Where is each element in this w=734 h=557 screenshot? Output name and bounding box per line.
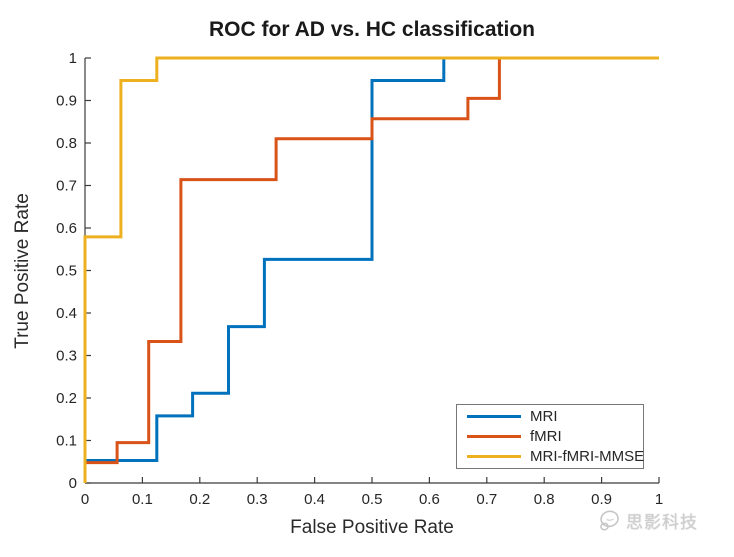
chart-title: ROC for AD vs. HC classification (209, 18, 535, 41)
x-tick-label: 0.2 (189, 491, 210, 508)
mri-fmri-mmse-line-swatch (467, 454, 521, 458)
y-tick-label: 0.2 (56, 390, 77, 407)
y-tick-label: 1 (69, 50, 77, 67)
x-tick-label: 0.6 (419, 491, 440, 508)
legend-entry-mri-fmri-mmse: MRI-fMRI-MMSE (457, 446, 645, 466)
y-tick-label: 0.5 (56, 263, 77, 280)
x-tick-label: 1 (655, 491, 663, 508)
y-tick-label: 0.3 (56, 348, 77, 365)
y-tick-label: 0.1 (56, 433, 77, 450)
x-tick-label: 0.8 (534, 491, 555, 508)
legend-label-mri: MRI (530, 408, 558, 426)
x-tick-label: 0.9 (591, 491, 612, 508)
y-tick-label: 0.6 (56, 220, 77, 237)
x-tick-label: 0.5 (362, 491, 383, 508)
legend-entry-mri: MRI (457, 407, 643, 427)
legend: MRI fMRI MRI-fMRI-MMSE (456, 404, 644, 469)
y-tick-label: 0.8 (56, 135, 77, 152)
legend-label-mri-fmri-mmse: MRI-fMRI-MMSE (530, 447, 645, 465)
y-tick-label: 0.7 (56, 178, 77, 195)
mri-line-swatch (467, 415, 521, 419)
watermark-text: 思影科技 (626, 513, 698, 532)
fmri-line-swatch (467, 435, 521, 438)
legend-label-fmri: fMRI (530, 428, 562, 445)
roc-curve-fmri (83, 56, 659, 483)
watermark: 思影科技 (597, 508, 698, 533)
x-tick-label: 0.4 (304, 491, 325, 508)
x-tick-label: 0.3 (247, 491, 268, 508)
siying-logo-icon (600, 509, 619, 531)
y-tick-label: 0 (69, 475, 77, 492)
x-tick-label: 0 (81, 491, 89, 508)
y-tick-label: 0.4 (56, 305, 77, 322)
y-axis-label: True Positive Rate (12, 193, 33, 349)
legend-entry-fmri: fMRI (457, 427, 643, 447)
roc-curve-mri-fmri-mmse (83, 56, 659, 483)
x-tick-label: 0.1 (132, 491, 153, 508)
roc-curve-mri (83, 56, 659, 483)
x-axis-label: False Positive Rate (290, 517, 454, 538)
y-tick-label: 0.9 (56, 93, 77, 110)
x-tick-label: 0.7 (476, 491, 497, 508)
